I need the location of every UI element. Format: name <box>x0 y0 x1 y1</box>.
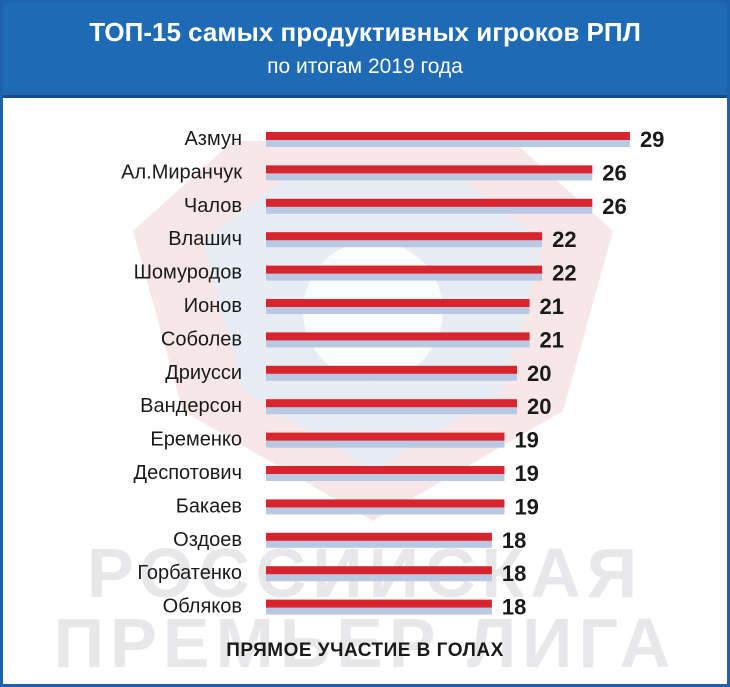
header-banner: ТОП-15 самых продуктивных игроков РПЛ по… <box>3 3 727 98</box>
value-label: 19 <box>514 428 538 453</box>
bar-row: Шомуродов 22 <box>134 261 577 286</box>
category-label: Ионов <box>184 295 242 317</box>
value-label: 20 <box>527 394 551 419</box>
bar <box>266 299 530 307</box>
bar-row: Еременко 19 <box>150 428 539 453</box>
category-label: Соболев <box>161 328 242 350</box>
bar-row: Бакаев 19 <box>176 494 539 519</box>
bar-row: Горбатенко 18 <box>137 561 526 586</box>
bar <box>266 399 517 408</box>
value-label: 18 <box>502 528 526 553</box>
value-label: 26 <box>602 194 626 219</box>
category-label: Шомуродов <box>134 262 242 284</box>
bar-row: Соболев 21 <box>161 327 564 352</box>
category-label: Ал.Миранчук <box>121 161 242 183</box>
value-label: 21 <box>540 294 564 319</box>
value-label: 19 <box>514 494 538 519</box>
bar-row: Влашич 22 <box>168 227 576 252</box>
category-label: Чалов <box>184 195 242 217</box>
watermark-line-2: ПРЕМЬЕР ЛИГА <box>53 604 677 682</box>
category-label: Влашич <box>168 228 242 250</box>
bar <box>266 532 492 541</box>
bar <box>266 566 492 575</box>
bar <box>266 432 505 441</box>
bar-row: Вандерсон 20 <box>140 394 551 419</box>
bar-row: Азмун 29 <box>184 127 664 152</box>
category-label: Вандерсон <box>140 395 242 417</box>
bar-row: Оздоев 18 <box>173 528 526 553</box>
value-label: 29 <box>640 127 664 152</box>
chart-subtitle: по итогам 2019 года <box>267 55 463 78</box>
bar <box>266 332 530 341</box>
value-label: 22 <box>552 261 576 286</box>
value-label: 19 <box>514 461 538 486</box>
category-label: Бакаев <box>176 495 242 517</box>
bar <box>266 198 593 207</box>
value-label: 22 <box>552 227 576 252</box>
footer-label: ПРЯМОЕ УЧАСТИЕ В ГОЛАХ <box>226 640 504 661</box>
bar <box>266 499 505 508</box>
bar <box>266 232 543 241</box>
bar <box>266 365 517 374</box>
bar-row: Ал.Миранчук 26 <box>121 160 627 185</box>
bar <box>266 165 593 174</box>
bar-row: Ионов 21 <box>184 294 564 319</box>
value-label: 20 <box>527 361 551 386</box>
bar <box>266 265 543 274</box>
category-label: Обляков <box>163 596 242 618</box>
value-label: 21 <box>540 327 564 352</box>
value-label: 26 <box>602 160 626 185</box>
value-label: 18 <box>502 561 526 586</box>
bar-row: Дриусси 20 <box>165 361 551 386</box>
chart-title: ТОП-15 самых продуктивных игроков РПЛ <box>89 17 641 47</box>
category-label: Дриусси <box>165 362 242 384</box>
value-label: 18 <box>502 595 526 620</box>
category-label: Азмун <box>184 128 242 150</box>
bar-row: Обляков 18 <box>163 595 527 620</box>
category-label: Еременко <box>150 429 242 451</box>
bar <box>266 466 505 474</box>
category-label: Горбатенко <box>137 562 242 584</box>
category-label: Деспотович <box>134 462 242 484</box>
category-label: Оздоев <box>173 529 242 551</box>
bar <box>266 599 492 608</box>
bar-row: Деспотович 19 <box>134 461 539 486</box>
bar <box>266 132 630 140</box>
bar-row: Чалов 26 <box>184 194 627 219</box>
